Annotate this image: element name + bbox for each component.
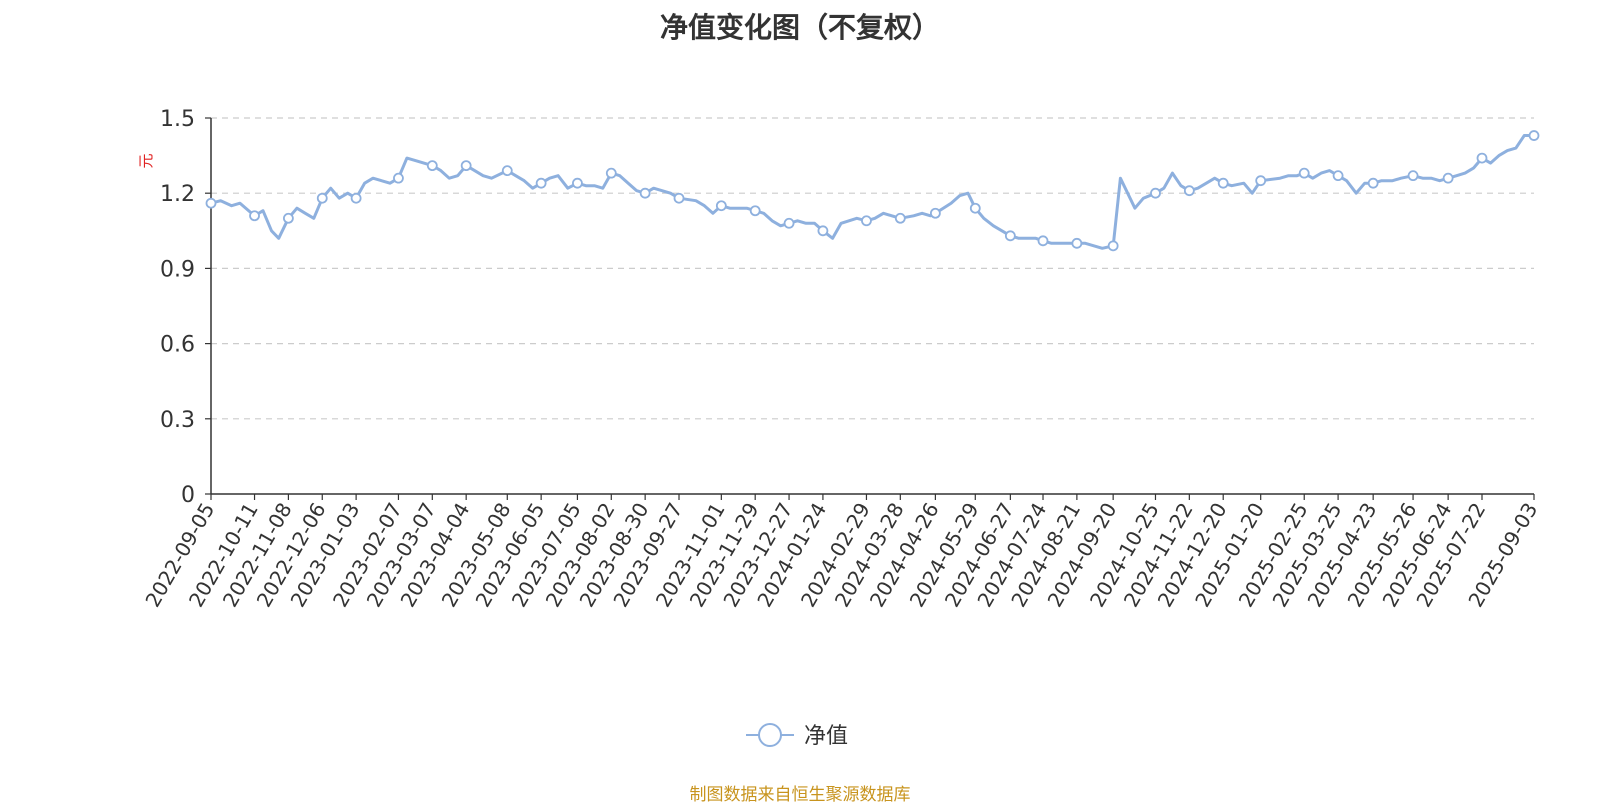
y-tick-label: 0.9: [160, 257, 195, 282]
data-point[interactable]: [1528, 130, 1540, 141]
data-point[interactable]: [605, 167, 617, 179]
data-point[interactable]: [673, 192, 685, 204]
legend-circle-icon: [758, 723, 782, 747]
data-point[interactable]: [1298, 167, 1310, 179]
y-tick-label: 0: [181, 483, 195, 508]
data-point[interactable]: [715, 200, 727, 212]
data-point[interactable]: [1004, 230, 1016, 242]
data-point[interactable]: [1183, 185, 1195, 197]
data-point[interactable]: [1071, 237, 1083, 249]
data-point[interactable]: [817, 225, 829, 237]
data-point[interactable]: [1407, 170, 1419, 182]
data-point[interactable]: [1442, 172, 1454, 184]
data-point[interactable]: [249, 210, 260, 222]
data-point[interactable]: [350, 192, 362, 204]
data-point[interactable]: [749, 205, 761, 217]
data-point[interactable]: [426, 160, 438, 172]
data-point[interactable]: [1217, 177, 1229, 189]
data-point[interactable]: [1255, 175, 1267, 187]
legend[interactable]: 净值: [746, 723, 848, 749]
data-point[interactable]: [535, 177, 547, 189]
y-axis-label: 元: [137, 153, 155, 168]
x-tick-labels: 2022-09-052022-10-112022-11-082022-12-06…: [140, 494, 1542, 611]
y-tick-label: 0.3: [160, 408, 195, 433]
data-point[interactable]: [1332, 170, 1344, 182]
data-point[interactable]: [572, 177, 583, 189]
y-tick-label: 1.2: [160, 182, 195, 207]
y-tick-labels: 0 0.3 0.6 0.9 1.2 1.5: [160, 107, 211, 508]
chart-title: 净值变化图（不复权）: [659, 11, 940, 44]
legend-label: 净值: [804, 724, 848, 749]
data-point[interactable]: [1367, 177, 1379, 189]
series-net-value: [205, 130, 1540, 252]
series-line: [210, 134, 1534, 250]
y-tick-label: 0.6: [160, 333, 195, 358]
data-point[interactable]: [316, 192, 328, 204]
grid-lines: [211, 117, 1534, 420]
data-point[interactable]: [460, 160, 472, 172]
data-point[interactable]: [1476, 152, 1488, 164]
y-tick-label: 1.5: [160, 107, 195, 132]
data-point[interactable]: [861, 215, 872, 227]
data-point[interactable]: [1037, 235, 1049, 247]
data-point[interactable]: [1150, 187, 1161, 199]
data-source-note: 制图数据来自恒生聚源数据库: [689, 785, 911, 805]
data-point[interactable]: [639, 187, 651, 199]
data-point[interactable]: [393, 172, 404, 184]
chart-svg: 元 0 0.3 0.6 0.9 1.2 1.5 2022-09-052022-10-112…: [137, 107, 1542, 749]
data-point[interactable]: [282, 212, 294, 224]
data-point[interactable]: [894, 212, 906, 224]
axes: [210, 118, 1534, 495]
data-point[interactable]: [929, 207, 941, 219]
data-point[interactable]: [969, 202, 981, 214]
data-point[interactable]: [783, 217, 795, 229]
data-point[interactable]: [501, 165, 513, 177]
data-point[interactable]: [1107, 240, 1119, 252]
data-point[interactable]: [205, 197, 217, 209]
